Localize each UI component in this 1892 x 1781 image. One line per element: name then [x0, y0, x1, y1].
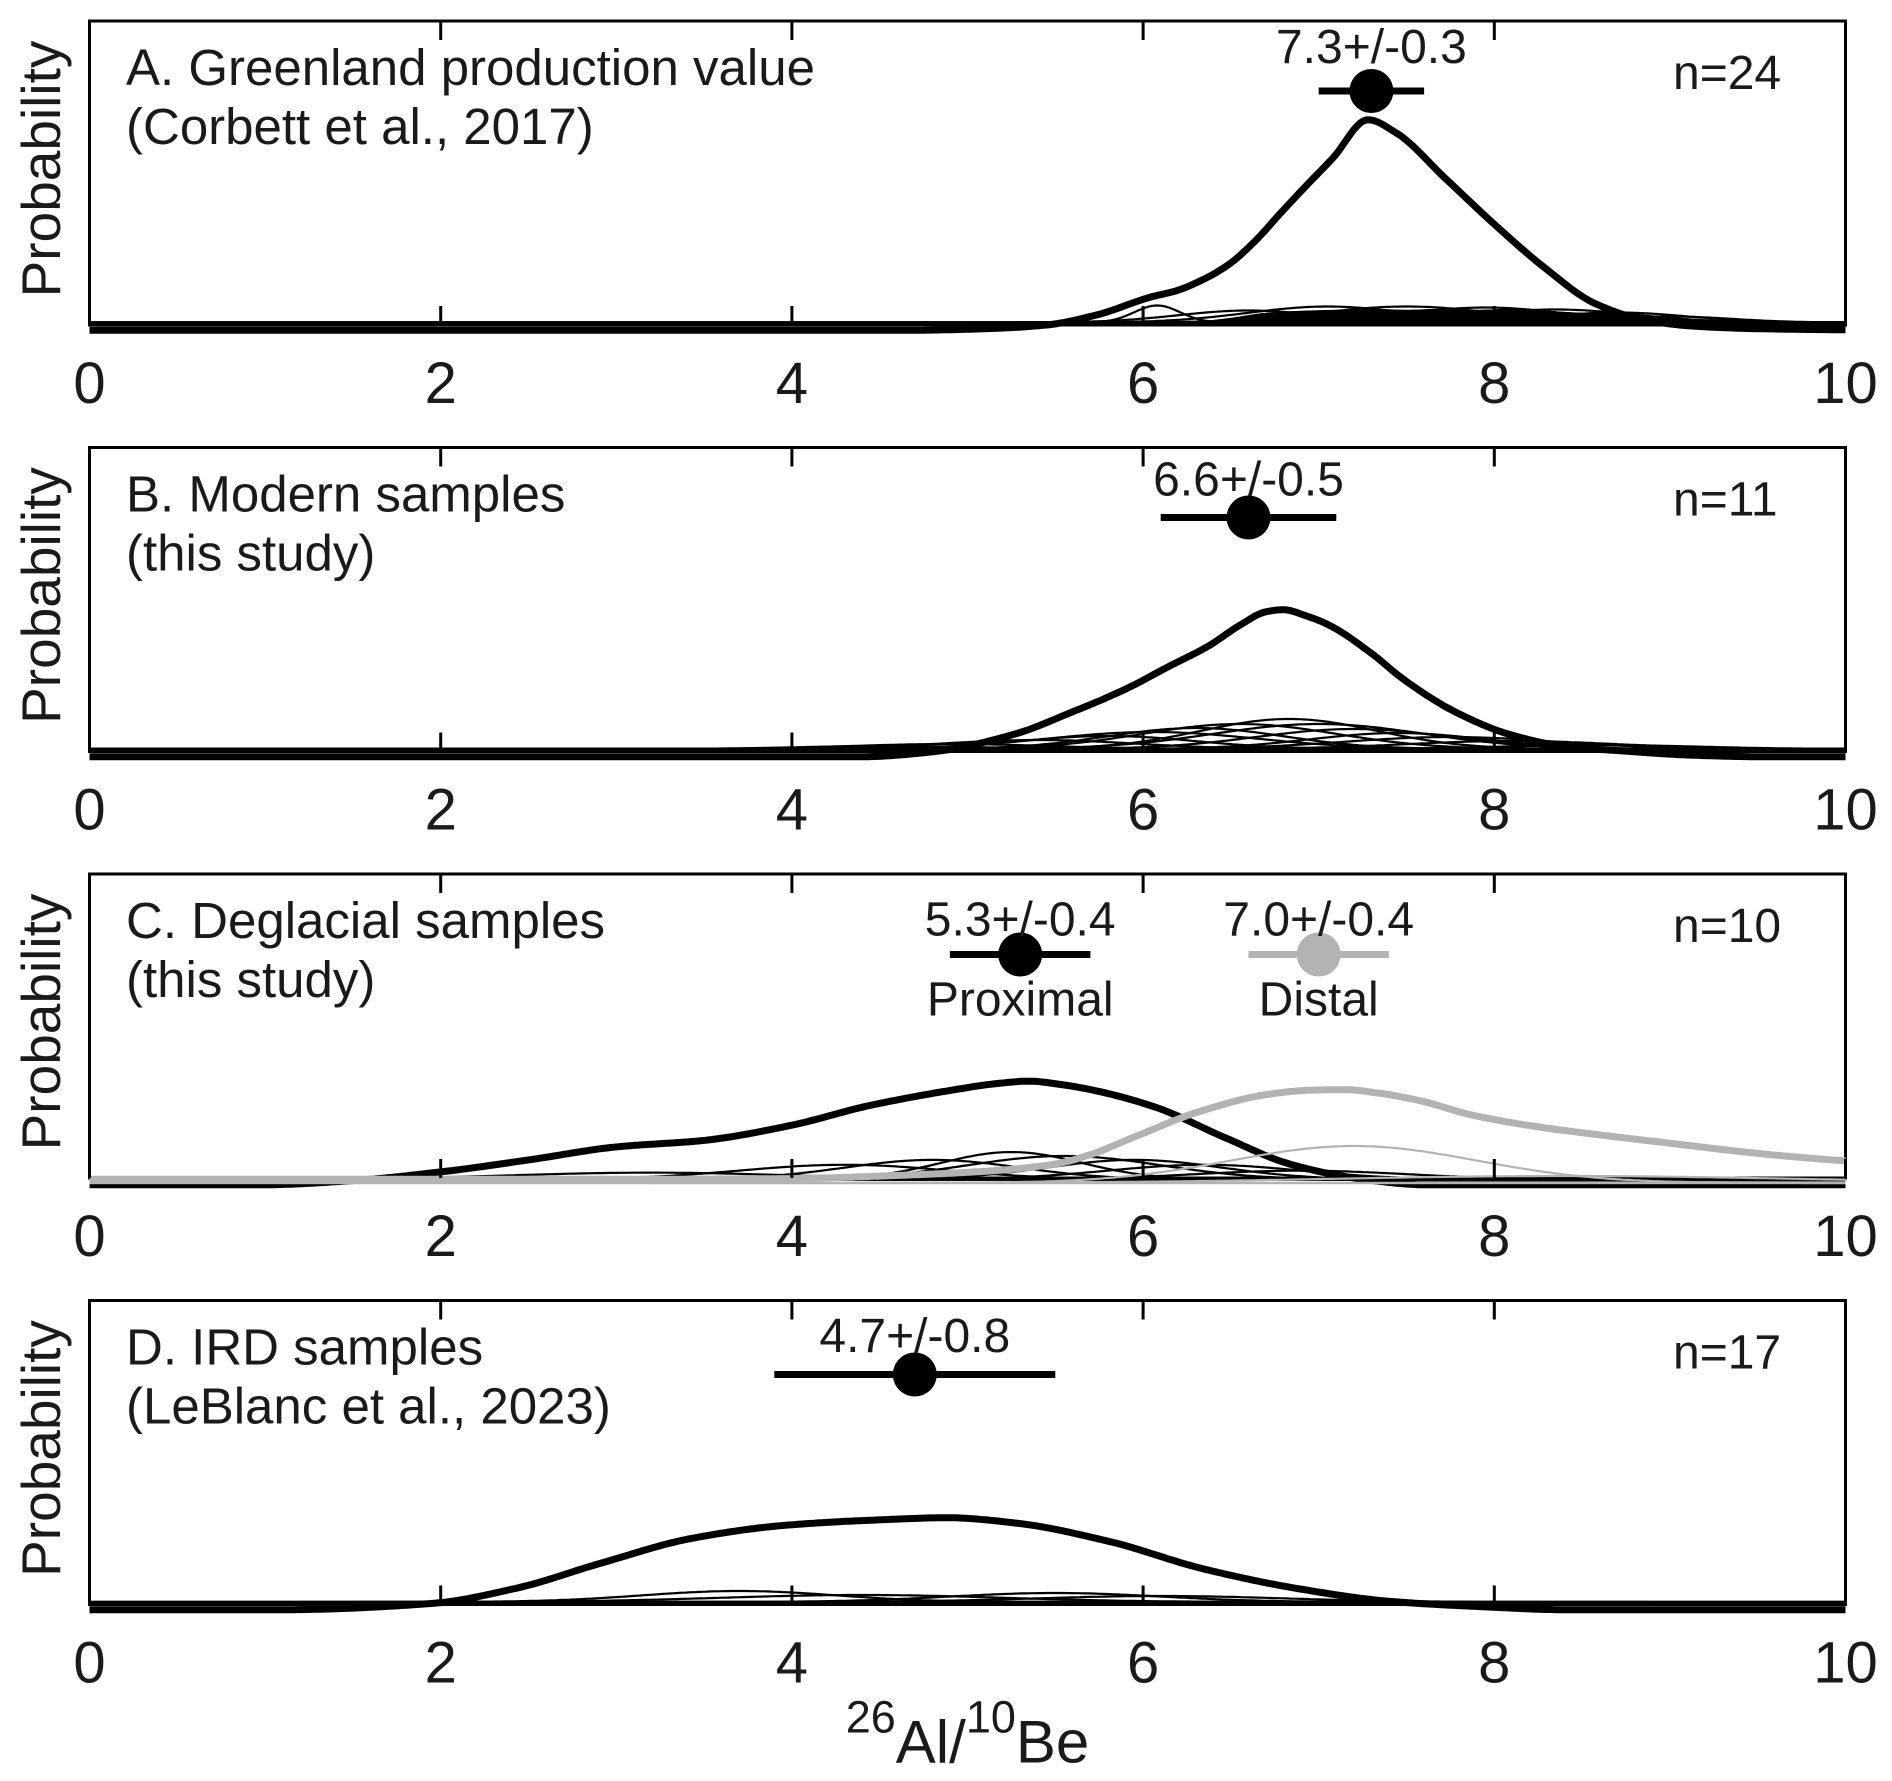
svg-text:4.7+/-0.8: 4.7+/-0.8 [819, 1310, 1010, 1363]
svg-text:6: 6 [1127, 778, 1159, 843]
svg-text:0: 0 [73, 351, 105, 416]
svg-text:4: 4 [776, 778, 808, 843]
svg-text:8: 8 [1478, 778, 1510, 843]
svg-text:10: 10 [1813, 1631, 1878, 1696]
svg-text:0: 0 [73, 1204, 105, 1269]
svg-text:Probability: Probability [10, 40, 72, 297]
svg-text:C. Deglacial samples: C. Deglacial samples [126, 892, 605, 949]
svg-text:n=11: n=11 [1673, 474, 1778, 527]
svg-text:(LeBlanc et al., 2023): (LeBlanc et al., 2023) [126, 1378, 611, 1435]
svg-text:n=10: n=10 [1673, 900, 1781, 953]
svg-text:6.6+/-0.5: 6.6+/-0.5 [1153, 454, 1344, 507]
svg-text:0: 0 [73, 1631, 105, 1696]
svg-text:Distal: Distal [1259, 974, 1379, 1027]
svg-text:6: 6 [1127, 351, 1159, 416]
svg-text:n=24: n=24 [1673, 47, 1781, 100]
svg-text:A. Greenland production value: A. Greenland production value [126, 39, 815, 96]
svg-text:2: 2 [425, 778, 457, 843]
svg-text:Proximal: Proximal [927, 974, 1114, 1027]
svg-text:7.3+/-0.3: 7.3+/-0.3 [1276, 21, 1467, 74]
svg-text:Probability: Probability [10, 1320, 72, 1577]
svg-text:6: 6 [1127, 1204, 1159, 1269]
svg-text:8: 8 [1478, 351, 1510, 416]
svg-text:2: 2 [425, 1631, 457, 1696]
svg-text:26Al/10Be: 26Al/10Be [846, 1692, 1090, 1776]
svg-text:10: 10 [1813, 1204, 1878, 1269]
svg-text:2: 2 [425, 1204, 457, 1269]
svg-text:(this study): (this study) [126, 951, 375, 1008]
svg-text:7.0+/-0.4: 7.0+/-0.4 [1223, 894, 1414, 947]
svg-text:(Corbett et al., 2017): (Corbett et al., 2017) [126, 98, 594, 155]
svg-text:5.3+/-0.4: 5.3+/-0.4 [925, 894, 1116, 947]
svg-text:8: 8 [1478, 1631, 1510, 1696]
svg-text:6: 6 [1127, 1631, 1159, 1696]
svg-text:4: 4 [776, 351, 808, 416]
svg-text:8: 8 [1478, 1204, 1510, 1269]
svg-text:Probability: Probability [10, 893, 72, 1150]
svg-text:B. Modern samples: B. Modern samples [126, 466, 565, 523]
svg-text:0: 0 [73, 778, 105, 843]
svg-text:4: 4 [776, 1631, 808, 1696]
svg-text:n=17: n=17 [1673, 1327, 1781, 1380]
svg-text:D. IRD samples: D. IRD samples [126, 1319, 483, 1376]
svg-text:4: 4 [776, 1204, 808, 1269]
svg-text:(this study): (this study) [126, 525, 375, 582]
svg-text:Probability: Probability [10, 467, 72, 724]
svg-text:10: 10 [1813, 351, 1878, 416]
svg-text:2: 2 [425, 351, 457, 416]
svg-text:10: 10 [1813, 778, 1878, 843]
